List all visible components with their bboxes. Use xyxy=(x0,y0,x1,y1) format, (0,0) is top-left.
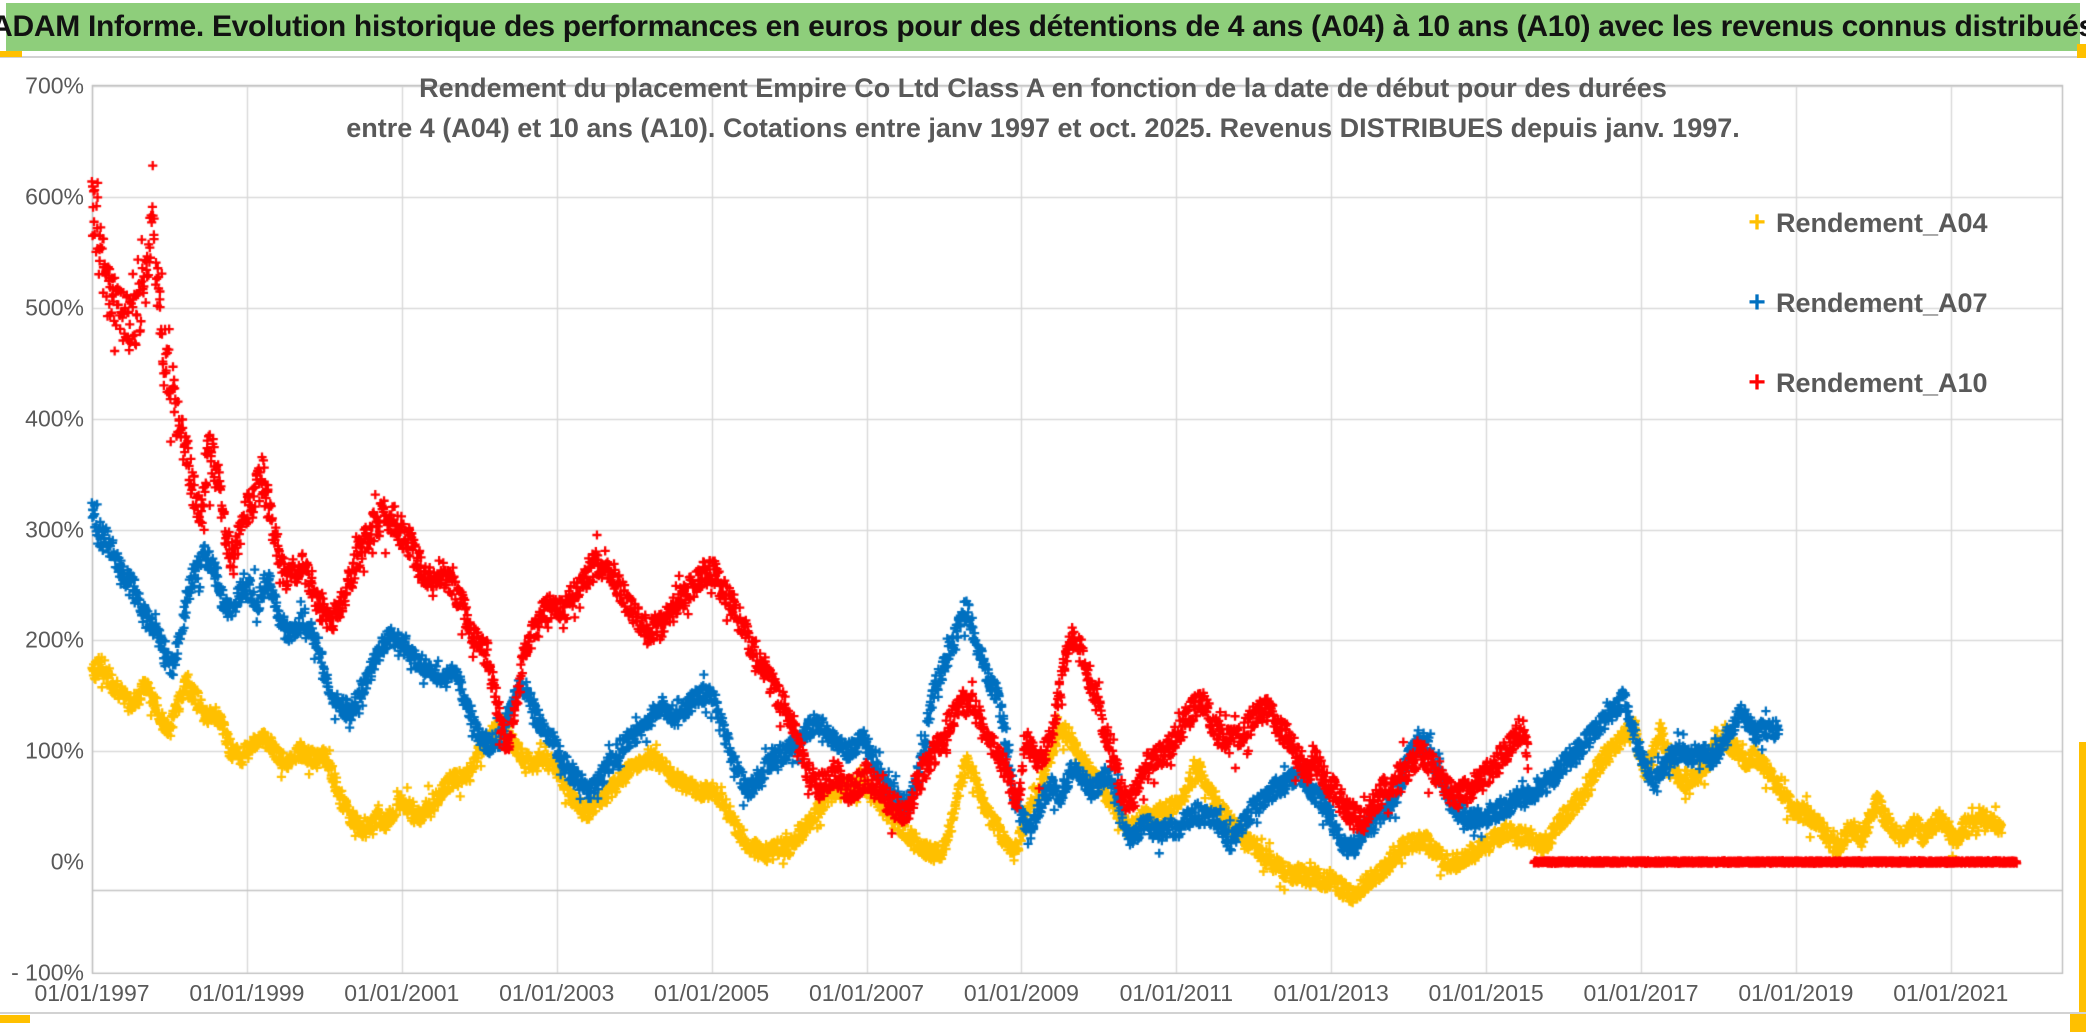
chart-title-line2: entre 4 (A04) et 10 ans (A10). Cotations… xyxy=(346,113,1740,143)
x-axis-label: 01/01/1999 xyxy=(189,980,305,1006)
accent-corner-bottom-left xyxy=(0,1015,30,1023)
chart-title-line1: Rendement du placement Empire Co Ltd Cla… xyxy=(419,73,1667,103)
x-axis-label: 01/01/2017 xyxy=(1583,980,1699,1006)
x-axis-label: 01/01/2001 xyxy=(344,980,460,1006)
legend-item: + Rendement_A04 xyxy=(1742,203,1988,243)
x-axis-label: 01/01/2005 xyxy=(654,980,770,1006)
legend-item: + Rendement_A10 xyxy=(1742,363,1988,403)
accent-corner-bottom-right xyxy=(2070,1014,2086,1032)
chart-title: Rendement du placement Empire Co Ltd Cla… xyxy=(0,68,2086,148)
y-axis-label: 400% xyxy=(25,405,84,432)
legend-item-label: Rendement_A10 xyxy=(1776,367,1988,398)
y-axis-label: 200% xyxy=(25,626,84,653)
x-axis-label: 01/01/2007 xyxy=(808,980,925,1006)
plus-marker-icon: + xyxy=(1748,366,1766,399)
legend-item: + Rendement_A07 xyxy=(1742,283,1988,323)
x-axis-label: 01/01/1997 xyxy=(34,980,150,1006)
y-axis-label: 600% xyxy=(25,183,84,210)
legend-item-label: Rendement_A04 xyxy=(1776,207,1988,238)
x-axis-label: 01/01/2015 xyxy=(1428,980,1544,1006)
accent-right-edge xyxy=(2079,742,2086,1014)
y-axis-label: 100% xyxy=(25,737,84,764)
y-axis-label: 700% xyxy=(25,72,84,99)
legend-item-label: Rendement_A07 xyxy=(1776,287,1988,318)
accent-corner-top-right xyxy=(2077,44,2086,58)
accent-corner-top-left xyxy=(0,51,22,57)
x-axis-label: 01/01/2011 xyxy=(1119,980,1233,1006)
x-axis-label: 01/01/2009 xyxy=(963,980,1079,1006)
plus-marker-icon: + xyxy=(1748,286,1766,319)
y-axis-label: 300% xyxy=(25,516,84,543)
x-axis-label: 01/01/2003 xyxy=(499,980,615,1006)
x-axis-label: 01/01/2019 xyxy=(1738,980,1854,1006)
x-axis-label: 01/01/2013 xyxy=(1273,980,1389,1006)
y-axis-label: 500% xyxy=(25,294,84,321)
y-axis-label: 0% xyxy=(50,848,84,875)
plus-marker-icon: + xyxy=(1748,206,1766,239)
y-axis-label: - 100% xyxy=(11,959,84,986)
bottom-divider-line xyxy=(0,1012,2086,1014)
x-axis-label: 01/01/2021 xyxy=(1893,980,2009,1006)
